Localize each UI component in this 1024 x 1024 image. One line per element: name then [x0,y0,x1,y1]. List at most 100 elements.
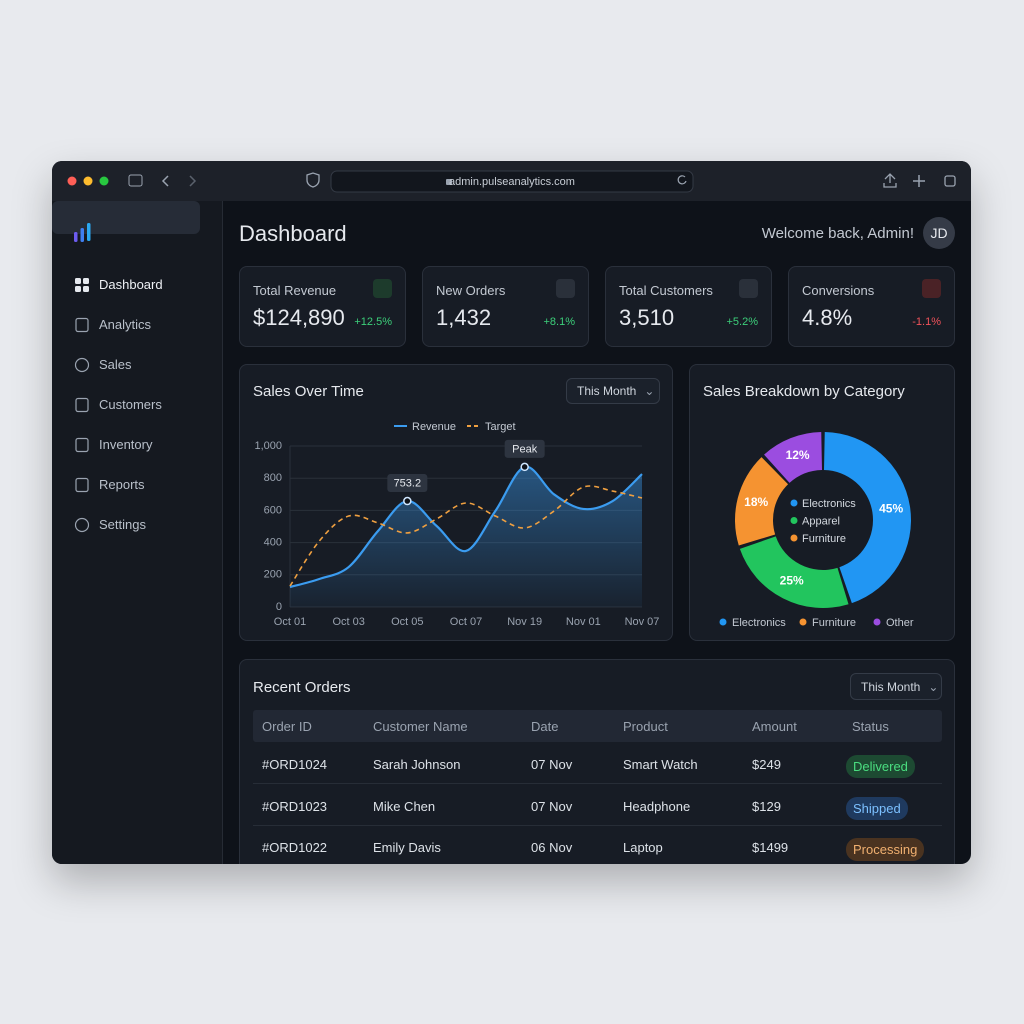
reload-button[interactable] [677,175,687,185]
nav-item[interactable]: Reports [63,468,211,501]
kpi-change: +12.5% [354,316,392,328]
filter-dropdown[interactable]: This Month ⌄ [566,378,660,404]
title-bar: admin.pulseanalytics.com [52,161,971,201]
nav-icon [75,477,89,493]
y-tick-label: 200 [264,569,282,581]
donut-segment [739,536,849,608]
row-divider [253,783,942,784]
kpi-value: 4.8% [802,305,853,330]
x-tick-label: Oct 05 [391,616,423,628]
icon-part [75,437,89,453]
nav-icon [74,357,90,373]
kpi-icon [373,279,392,298]
kpi-card: New Orders 1,432 +8.1% [422,266,589,347]
y-tick-label: 1,000 [254,440,282,452]
icon-part [83,286,89,292]
x-tick-label: Oct 03 [332,616,364,628]
close-button[interactable] [67,176,77,186]
nav-item[interactable]: Dashboard [63,268,211,301]
table-cell: Laptop [623,840,663,855]
sidebar: Dashboard Analytics Sales Customers Inventor… [52,201,223,864]
nav-icon [74,517,90,533]
table-cell: 06 Nov [531,840,573,855]
nav-label: Dashboard [99,277,163,292]
nav-label: Sales [99,357,132,372]
legend-label: Other [886,617,914,629]
donut-chart: 45% 25% 18% 12% Electronics Apparel Furniture E… [719,432,914,629]
annotation-label: 753.2 [394,477,422,489]
welcome-text: Welcome back, Admin! [761,225,914,242]
nav-label: Reports [99,477,145,492]
segment-label: 25% [780,574,804,588]
orders-card: Recent Orders This Month ⌄ Order ID Custom… [239,659,955,864]
minimize-button[interactable] [83,176,93,186]
column-header: Status [852,719,889,734]
y-tick-label: 600 [264,504,282,516]
maximize-button[interactable] [99,176,109,186]
kpi-label: Total Revenue [253,283,337,298]
icon-part [75,397,89,413]
table-header [253,710,942,742]
back-button[interactable] [161,175,169,187]
nav-label: Customers [99,397,162,412]
kpi-change: +8.1% [543,316,576,328]
icon-part [75,278,81,284]
legend-dot [799,618,807,626]
shield-icon [306,172,320,188]
column-header: Amount [752,719,797,734]
page-title: Dashboard [239,221,347,246]
nav-label: Inventory [99,437,153,452]
table-cell: Smart Watch [623,757,698,772]
segment-label: 12% [786,448,810,462]
nav-item[interactable]: Sales [63,348,211,381]
x-tick-label: Oct 07 [450,616,482,628]
legend-label: Furniture [812,617,856,629]
kpi-value: 3,510 [619,305,675,330]
table-cell: $1499 [752,840,789,855]
segment-label: 45% [879,501,903,515]
column-header: Order ID [262,719,312,734]
tabs-button[interactable] [944,175,956,187]
share-button[interactable] [883,173,897,188]
nav-icon [75,437,89,453]
row-divider [253,824,942,826]
url-bar[interactable] [330,170,694,193]
nav-icon [75,278,89,292]
avatar[interactable]: JD [923,217,955,249]
nav-item[interactable]: Analytics [63,308,211,341]
x-tick-label: Oct 01 [274,616,306,628]
logo [74,223,91,242]
nav-item[interactable]: Customers [63,388,211,421]
nav-item[interactable]: Settings [63,508,211,541]
icon-part [75,477,89,493]
table-cell: #ORD1022 [262,840,328,855]
nav-active-bg [52,201,200,234]
sidebar-toggle[interactable] [128,174,143,187]
new-tab-button[interactable] [913,175,925,187]
table-cell: $249 [752,757,781,772]
url-text: admin.pulseanalytics.com [449,176,575,188]
column-header: Date [531,719,559,734]
nav-label: Analytics [99,317,152,332]
column-header: Customer Name [373,719,468,734]
breakdown-card: Sales Breakdown by Category 45% 25% 18% 12%… [689,364,955,641]
nav-item[interactable]: Inventory [63,428,211,461]
legend-label: Revenue [412,421,456,433]
x-tick-label: Nov 01 [566,616,601,628]
icon-part [83,278,89,284]
kpi-card: Conversions 4.8% -1.1% [788,266,955,347]
legend-dot [719,618,727,626]
x-tick-label: Nov 07 [625,616,660,628]
annotation-marker [403,496,412,506]
forward-button[interactable] [189,175,197,187]
series-line [289,465,643,589]
kpi-icon [922,279,941,298]
y-tick-label: 800 [264,472,282,484]
filter-dropdown[interactable]: This Month ⌄ [850,673,942,700]
annotation-marker [520,462,529,472]
x-tick-label: Nov 19 [507,616,542,628]
nav-icon [75,317,89,333]
kpi-icon [739,279,758,298]
kpi-card: Total Revenue $124,890 +12.5% [239,266,406,347]
card-title: Sales Breakdown by Category [703,383,905,400]
